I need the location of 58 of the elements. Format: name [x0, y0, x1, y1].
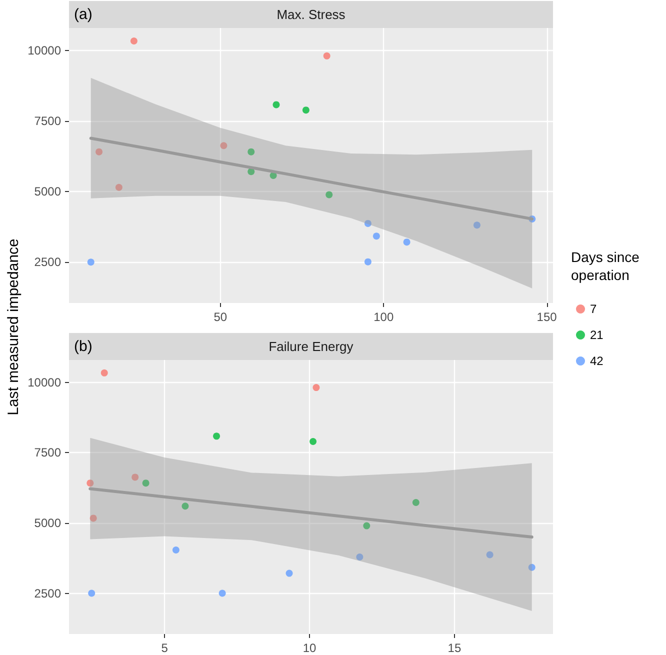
y-tick-label: 10000	[28, 44, 62, 58]
point	[364, 220, 372, 227]
x-tick-label: 50	[214, 310, 228, 324]
point	[528, 564, 536, 571]
point	[326, 191, 333, 198]
x-tick-label: 15	[448, 641, 462, 655]
point	[100, 369, 108, 376]
point	[403, 238, 410, 246]
line-series	[88, 487, 534, 539]
point	[302, 106, 310, 114]
point	[248, 168, 255, 176]
point	[310, 438, 317, 445]
chart-title: Failure Energy	[268, 339, 354, 354]
x-tick-label: 5	[161, 641, 168, 655]
chart-title: Max. Stress	[276, 7, 346, 22]
point	[323, 52, 330, 60]
point	[372, 232, 380, 240]
text: (b)	[74, 338, 92, 355]
legend-title: Days since operation	[571, 249, 644, 283]
x-tick-label: 10	[302, 641, 317, 655]
y-tick-label: 5000	[34, 184, 62, 199]
point	[218, 590, 226, 597]
point	[363, 522, 370, 530]
point	[473, 222, 480, 229]
point	[286, 570, 293, 577]
point	[272, 101, 280, 108]
point	[90, 514, 97, 522]
y-tick-label: 5000	[34, 516, 62, 530]
point	[142, 480, 150, 487]
point	[182, 502, 189, 510]
point	[115, 184, 122, 191]
point	[132, 474, 139, 481]
point	[172, 546, 180, 554]
point	[96, 148, 103, 156]
legend-label: 7	[590, 302, 597, 316]
y-tick-label: 7500	[34, 446, 62, 460]
point	[86, 480, 94, 487]
legend-label: 42	[590, 354, 604, 368]
point	[412, 498, 420, 506]
y-tick-label: 10000	[28, 375, 62, 390]
point	[130, 37, 138, 44]
point	[220, 142, 228, 150]
point	[486, 551, 494, 558]
y-tick-label: 2500	[34, 255, 62, 270]
text: (a)	[74, 6, 92, 23]
point	[88, 590, 96, 597]
y-tick-label: 7500	[34, 114, 62, 128]
legend-label: 21	[590, 328, 604, 342]
y-axis-title: Last measured impedance	[5, 238, 22, 416]
point	[312, 384, 320, 392]
x-tick-label: 150	[536, 310, 558, 324]
point	[356, 554, 364, 560]
x-tick-label: 100	[374, 310, 394, 324]
point	[213, 432, 220, 440]
point	[248, 148, 255, 156]
point	[364, 258, 372, 266]
y-tick-label: 2500	[34, 586, 62, 600]
point	[87, 258, 94, 266]
